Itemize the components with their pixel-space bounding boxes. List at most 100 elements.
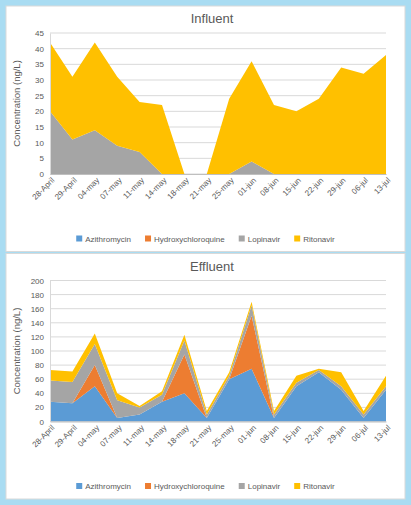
x-tick-label: 06-jul (350, 176, 370, 196)
y-axis-line (50, 281, 51, 422)
x-tick: 22-jun (303, 422, 325, 446)
x-tick-label: 25-may (210, 176, 235, 201)
x-tick: 29-jun (326, 422, 348, 446)
x-tick-label: 29-jun (326, 423, 348, 445)
x-tick-label: 01-jun (236, 176, 258, 198)
x-tick: 01-jun (236, 174, 258, 198)
x-tick-label: 25-may (210, 423, 235, 448)
y-tick: 30 (35, 76, 50, 85)
y-tick: 45 (35, 29, 50, 38)
x-tick: 06-jul (350, 174, 370, 196)
chart-panel: 02040608010012014016018020028-April29-Ap… (6, 254, 405, 500)
legend-label: Ritonavir (303, 482, 335, 491)
x-tick-label: 14-may (143, 176, 168, 201)
x-tick-label: 04-may (76, 176, 101, 201)
x-tick: 28-April (31, 422, 57, 450)
grid-line (50, 322, 386, 323)
x-tick: 13-jul (372, 422, 392, 444)
y-tick: 20 (35, 107, 50, 116)
grid (50, 281, 386, 422)
legend-label: Azithromycin (85, 235, 131, 244)
legend-item: Ritonavir (294, 235, 335, 244)
x-tick-label: 06-jul (350, 423, 370, 443)
chart-panel: 05101520253035404528-April29-April04-may… (6, 6, 405, 252)
grid-line (50, 336, 386, 337)
y-tick: 180 (31, 291, 50, 300)
x-tick: 13-jul (372, 174, 392, 196)
legend-swatch (239, 236, 245, 242)
y-tick: 25 (35, 92, 50, 101)
legend: Azithromycin Hydroxychloroquine Lopinavir R… (76, 482, 335, 491)
y-tick-label: 40 (35, 389, 44, 398)
y-axis-line (50, 34, 51, 175)
x-tick: 18-may (166, 422, 191, 449)
x-tick: 21-may (188, 422, 213, 449)
chart-title: Effluent (190, 259, 234, 274)
y-tick-label: 100 (31, 347, 45, 356)
y-tick: 40 (35, 389, 50, 398)
y-tick-label: 10 (35, 139, 44, 148)
x-tick-label: 08-jun (258, 423, 280, 445)
y-tick-label: 5 (40, 154, 45, 163)
grid-line (50, 48, 386, 49)
legend-item: Lopinavir (239, 482, 281, 491)
y-tick: 80 (35, 361, 50, 370)
x-tick-label: 14-may (143, 423, 168, 448)
y-tick-label: 200 (31, 277, 45, 286)
y-tick-label: 40 (35, 45, 44, 54)
y-tick: 120 (31, 333, 50, 342)
plot-area (50, 302, 386, 422)
panel-background (6, 254, 405, 500)
chart-canvas: 05101520253035404528-April29-April04-may… (0, 0, 411, 505)
x-tick: 07-may (98, 174, 123, 201)
x-tick-label: 21-may (188, 176, 213, 201)
x-tick-label: 22-jun (303, 176, 325, 198)
x-tick: 04-may (76, 174, 101, 201)
legend-item: Hydroxychloroquine (145, 482, 225, 491)
x-tick: 08-jun (258, 174, 280, 198)
legend-swatch (239, 483, 245, 489)
legend-item: Lopinavir (239, 235, 281, 244)
legend-swatch (294, 483, 300, 489)
chart-title: Influent (191, 11, 234, 26)
x-tick-label: 15-jun (281, 423, 303, 445)
legend: Azithromycin Hydroxychloroquine Lopinavir R… (76, 235, 335, 244)
x-tick-label: 13-jul (372, 423, 392, 443)
x-tick-label: 07-may (98, 176, 123, 201)
y-tick-label: 180 (31, 291, 45, 300)
y-axis-title: Concentration (ng/L) (11, 60, 22, 147)
plot-area (50, 42, 386, 174)
x-tick-label: 13-jul (372, 176, 392, 196)
y-tick-label: 20 (35, 107, 44, 116)
y-tick-label: 80 (35, 361, 44, 370)
x-tick: 14-may (143, 422, 168, 449)
y-tick-label: 20 (35, 403, 44, 412)
area-series (50, 305, 386, 418)
y-tick-label: 140 (31, 319, 45, 328)
grid-line (50, 33, 386, 34)
legend-label: Azithromycin (85, 482, 131, 491)
x-axis: 28-April29-April04-may07-may11-may14-may… (31, 174, 393, 202)
legend-swatch (145, 483, 151, 489)
legend-swatch (294, 236, 300, 242)
x-tick-label: 11-may (121, 176, 146, 201)
x-tick: 29-jun (326, 174, 348, 198)
grid-line (50, 280, 386, 281)
legend-item: Ritonavir (294, 482, 335, 491)
x-tick: 25-may (210, 422, 235, 449)
x-tick-label: 22-jun (303, 423, 325, 445)
x-tick: 18-may (166, 174, 191, 201)
legend-swatch (145, 236, 151, 242)
x-tick-label: 29-jun (326, 176, 348, 198)
y-tick: 15 (35, 123, 50, 132)
x-tick: 29-April (53, 422, 79, 450)
x-tick: 15-jun (281, 422, 303, 446)
y-tick: 100 (31, 347, 50, 356)
area-series (50, 302, 386, 415)
legend-label: Hydroxychloroquine (154, 235, 225, 244)
y-tick-label: 15 (35, 123, 44, 132)
y-tick: 60 (35, 375, 50, 384)
grid (50, 33, 386, 174)
legend-item: Azithromycin (76, 482, 131, 491)
x-tick: 28-April (31, 174, 57, 202)
